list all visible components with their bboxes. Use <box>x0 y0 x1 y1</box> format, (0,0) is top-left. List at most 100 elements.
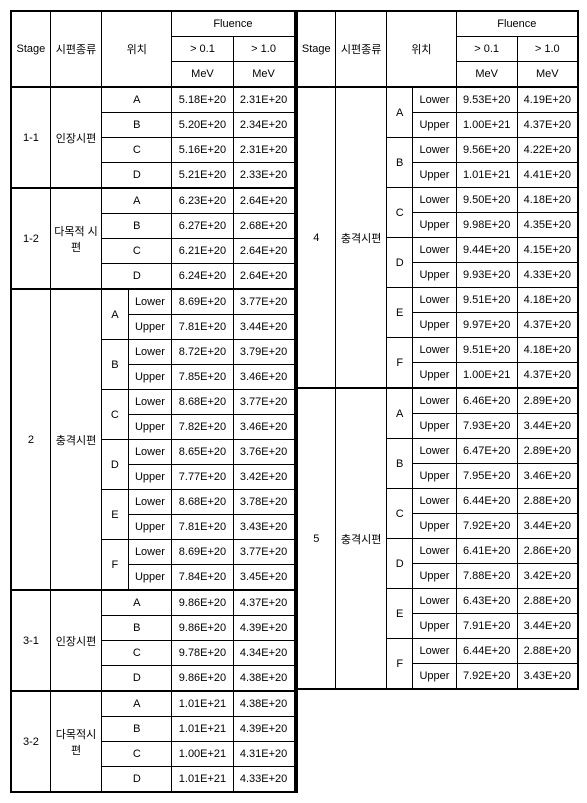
loc-cell: B <box>102 113 172 138</box>
loc-cell: D <box>102 163 172 189</box>
fluence-01-cell: 7.77E+20 <box>172 465 233 490</box>
fluence-10-cell: 3.46E+20 <box>233 415 294 440</box>
table-row: 4충격시편ALower9.53E+204.19E+20 <box>298 87 579 113</box>
fluence-10-cell: 3.45E+20 <box>233 565 294 591</box>
loc-b-cell: Upper <box>128 515 172 540</box>
fluence-01-cell: 9.97E+20 <box>456 313 517 338</box>
loc-b-cell: Lower <box>413 639 456 664</box>
loc-b-cell: Lower <box>128 490 172 515</box>
fluence-01-cell: 9.51E+20 <box>456 288 517 313</box>
loc-b-cell: Upper <box>128 565 172 591</box>
fluence-10-cell: 2.33E+20 <box>233 163 294 189</box>
loc-a-cell: A <box>102 289 128 340</box>
fluence-01-cell: 9.44E+20 <box>456 238 517 263</box>
loc-cell: A <box>102 691 172 717</box>
fluence-01-cell: 9.86E+20 <box>172 616 233 641</box>
hdr-type-r: 시편종류 <box>336 12 387 87</box>
fluence-01-cell: 7.81E+20 <box>172 315 233 340</box>
fluence-10-cell: 3.77E+20 <box>233 289 294 315</box>
left-half: Stage 시편종류 위치 Fluence > 0.1 > 1.0 MeV Me… <box>12 12 296 793</box>
loc-cell: A <box>102 87 172 113</box>
fluence-10-cell: 3.44E+20 <box>517 514 578 539</box>
fluence-10-cell: 4.18E+20 <box>517 288 578 313</box>
loc-a-cell: A <box>387 87 413 138</box>
right-thead: Stage 시편종류 위치 Fluence > 0.1 > 1.0 MeV Me… <box>298 12 579 87</box>
loc-b-cell: Lower <box>128 340 172 365</box>
fluence-10-cell: 2.88E+20 <box>517 489 578 514</box>
loc-b-cell: Lower <box>413 138 456 163</box>
fluence-01-cell: 1.00E+21 <box>456 113 517 138</box>
loc-a-cell: D <box>387 539 413 589</box>
fluence-10-cell: 3.79E+20 <box>233 340 294 365</box>
fluence-01-cell: 6.46E+20 <box>456 388 517 414</box>
loc-cell: C <box>102 742 172 767</box>
right-tbody: 4충격시편ALower9.53E+204.19E+20Upper1.00E+21… <box>298 87 579 689</box>
loc-a-cell: F <box>102 540 128 591</box>
loc-b-cell: Lower <box>413 338 456 363</box>
fluence-10-cell: 3.42E+20 <box>233 465 294 490</box>
loc-b-cell: Upper <box>413 113 456 138</box>
fluence-01-cell: 6.23E+20 <box>172 188 233 214</box>
type-cell: 충격시편 <box>336 87 387 388</box>
loc-cell: B <box>102 214 172 239</box>
loc-b-cell: Lower <box>128 540 172 565</box>
loc-b-cell: Upper <box>413 514 456 539</box>
fluence-10-cell: 4.18E+20 <box>517 338 578 363</box>
fluence-10-cell: 4.39E+20 <box>233 616 294 641</box>
fluence-10-cell: 2.68E+20 <box>233 214 294 239</box>
left-thead: Stage 시편종류 위치 Fluence > 0.1 > 1.0 MeV Me… <box>12 12 295 87</box>
fluence-10-cell: 4.31E+20 <box>233 742 294 767</box>
loc-b-cell: Lower <box>413 388 456 414</box>
fluence-01-cell: 9.78E+20 <box>172 641 233 666</box>
fluence-01-cell: 5.18E+20 <box>172 87 233 113</box>
loc-a-cell: D <box>387 238 413 288</box>
hdr-type: 시편종류 <box>50 12 101 87</box>
fluence-01-cell: 9.86E+20 <box>172 590 233 616</box>
fluence-10-cell: 3.44E+20 <box>517 614 578 639</box>
loc-b-cell: Upper <box>128 415 172 440</box>
loc-b-cell: Lower <box>128 390 172 415</box>
fluence-01-cell: 7.81E+20 <box>172 515 233 540</box>
fluence-01-cell: 6.41E+20 <box>456 539 517 564</box>
fluence-01-cell: 1.01E+21 <box>456 163 517 188</box>
fluence-10-cell: 2.31E+20 <box>233 138 294 163</box>
left-table: Stage 시편종류 위치 Fluence > 0.1 > 1.0 MeV Me… <box>12 12 296 793</box>
table-row: 2충격시편ALower8.69E+203.77E+20 <box>12 289 295 315</box>
loc-cell: C <box>102 138 172 163</box>
type-cell: 인장시편 <box>50 590 101 691</box>
fluence-01-cell: 8.69E+20 <box>172 540 233 565</box>
fluence-10-cell: 2.88E+20 <box>517 589 578 614</box>
fluence-10-cell: 4.37E+20 <box>517 313 578 338</box>
fluence-01-cell: 6.44E+20 <box>456 639 517 664</box>
loc-b-cell: Lower <box>413 589 456 614</box>
hdr-mev2: MeV <box>233 62 294 88</box>
hdr-mev1-r: MeV <box>456 62 517 88</box>
table-row: 1-2다목적 시편A6.23E+202.64E+20 <box>12 188 295 214</box>
hdr-gt01-r: > 0.1 <box>456 37 517 62</box>
fluence-01-cell: 8.69E+20 <box>172 289 233 315</box>
fluence-10-cell: 3.42E+20 <box>517 564 578 589</box>
loc-b-cell: Upper <box>413 263 456 288</box>
fluence-01-cell: 7.92E+20 <box>456 514 517 539</box>
fluence-10-cell: 3.46E+20 <box>517 464 578 489</box>
fluence-01-cell: 8.65E+20 <box>172 440 233 465</box>
fluence-10-cell: 4.41E+20 <box>517 163 578 188</box>
fluence-01-cell: 9.93E+20 <box>456 263 517 288</box>
hdr-fluence: Fluence <box>172 12 295 37</box>
loc-a-cell: F <box>387 639 413 690</box>
fluence-01-cell: 1.00E+21 <box>456 363 517 389</box>
fluence-01-cell: 9.50E+20 <box>456 188 517 213</box>
fluence-10-cell: 3.43E+20 <box>233 515 294 540</box>
loc-cell: D <box>102 767 172 793</box>
stage-cell: 2 <box>12 289 50 590</box>
fluence-10-cell: 2.89E+20 <box>517 388 578 414</box>
loc-a-cell: B <box>387 439 413 489</box>
loc-b-cell: Lower <box>128 440 172 465</box>
loc-b-cell: Upper <box>413 614 456 639</box>
fluence-10-cell: 4.34E+20 <box>233 641 294 666</box>
fluence-10-cell: 3.44E+20 <box>233 315 294 340</box>
loc-b-cell: Lower <box>413 288 456 313</box>
loc-b-cell: Lower <box>413 489 456 514</box>
fluence-01-cell: 7.84E+20 <box>172 565 233 591</box>
fluence-10-cell: 4.38E+20 <box>233 666 294 692</box>
